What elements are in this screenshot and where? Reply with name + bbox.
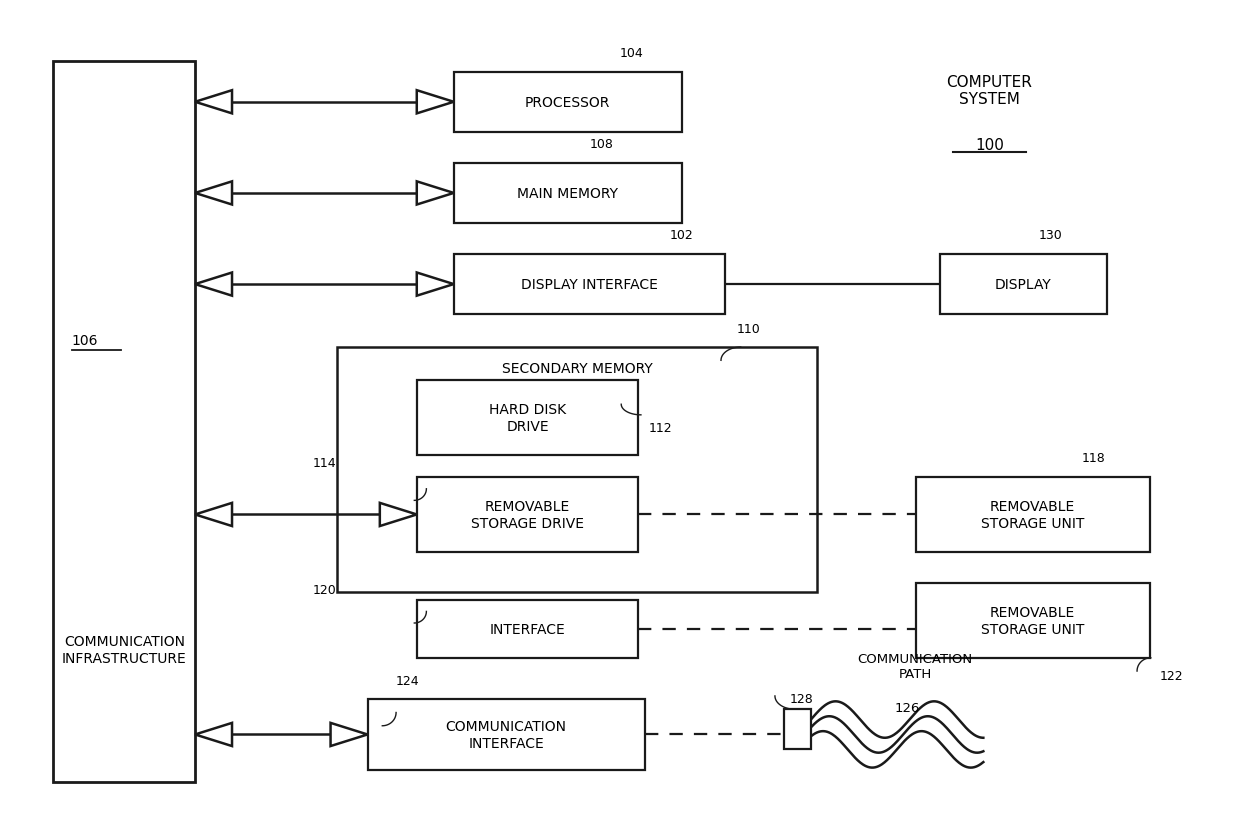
- Text: 126: 126: [894, 701, 920, 714]
- Text: 114: 114: [312, 456, 337, 469]
- Polygon shape: [331, 723, 367, 747]
- FancyBboxPatch shape: [367, 700, 645, 770]
- FancyBboxPatch shape: [417, 600, 639, 658]
- Text: 122: 122: [1159, 670, 1183, 683]
- Text: PROCESSOR: PROCESSOR: [525, 95, 610, 110]
- Text: 104: 104: [620, 47, 644, 59]
- FancyBboxPatch shape: [454, 164, 682, 223]
- FancyBboxPatch shape: [915, 477, 1149, 552]
- Polygon shape: [379, 503, 417, 527]
- Text: COMMUNICATION
INFRASTRUCTURE: COMMUNICATION INFRASTRUCTURE: [62, 635, 187, 665]
- FancyBboxPatch shape: [915, 584, 1149, 658]
- Text: MAIN MEMORY: MAIN MEMORY: [517, 186, 619, 201]
- FancyBboxPatch shape: [337, 348, 817, 592]
- Text: 120: 120: [312, 583, 337, 596]
- Text: 118: 118: [1081, 451, 1106, 464]
- Text: DISPLAY INTERFACE: DISPLAY INTERFACE: [521, 278, 657, 292]
- Text: 110: 110: [737, 322, 761, 335]
- Text: 102: 102: [670, 229, 693, 242]
- Text: COMMUNICATION
PATH: COMMUNICATION PATH: [858, 652, 973, 681]
- Text: HARD DISK
DRIVE: HARD DISK DRIVE: [489, 403, 567, 433]
- Text: 128: 128: [790, 692, 813, 706]
- FancyBboxPatch shape: [417, 380, 639, 456]
- Text: 100: 100: [975, 137, 1004, 152]
- Polygon shape: [195, 273, 232, 296]
- Polygon shape: [417, 273, 454, 296]
- Text: REMOVABLE
STORAGE DRIVE: REMOVABLE STORAGE DRIVE: [471, 500, 584, 530]
- Text: 106: 106: [72, 334, 98, 348]
- FancyBboxPatch shape: [417, 477, 639, 552]
- Text: 130: 130: [1039, 229, 1063, 242]
- FancyBboxPatch shape: [454, 73, 682, 132]
- Polygon shape: [195, 91, 232, 115]
- Text: 124: 124: [396, 674, 419, 687]
- Text: COMPUTER
SYSTEM: COMPUTER SYSTEM: [946, 75, 1033, 107]
- Text: COMMUNICATION
INTERFACE: COMMUNICATION INTERFACE: [445, 720, 567, 750]
- Polygon shape: [195, 723, 232, 747]
- Polygon shape: [195, 503, 232, 527]
- Text: 112: 112: [649, 421, 672, 435]
- Polygon shape: [417, 182, 454, 206]
- Text: DISPLAY: DISPLAY: [994, 278, 1052, 292]
- Polygon shape: [417, 91, 454, 115]
- FancyBboxPatch shape: [454, 255, 724, 314]
- Text: INTERFACE: INTERFACE: [490, 622, 565, 636]
- FancyBboxPatch shape: [940, 255, 1106, 314]
- FancyBboxPatch shape: [53, 62, 195, 782]
- Text: SECONDARY MEMORY: SECONDARY MEMORY: [501, 361, 652, 375]
- FancyBboxPatch shape: [784, 709, 811, 749]
- Text: REMOVABLE
STORAGE UNIT: REMOVABLE STORAGE UNIT: [981, 500, 1084, 530]
- Text: REMOVABLE
STORAGE UNIT: REMOVABLE STORAGE UNIT: [981, 606, 1084, 636]
- Text: 108: 108: [589, 138, 613, 150]
- Polygon shape: [195, 182, 232, 206]
